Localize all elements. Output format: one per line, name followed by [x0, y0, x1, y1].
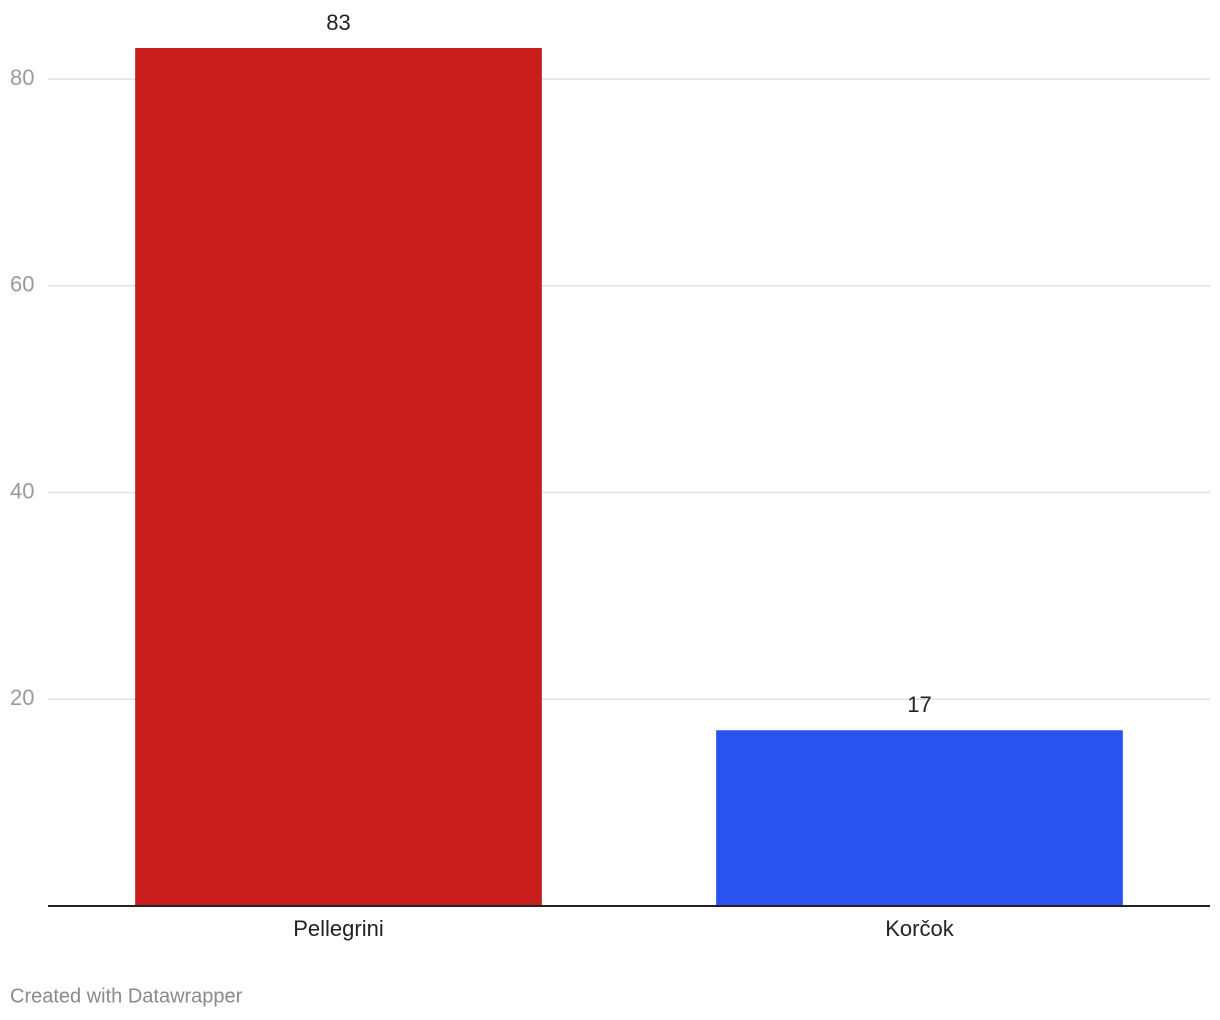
y-tick-label: 40 [10, 478, 34, 503]
bar [135, 48, 542, 906]
credit: Created with Datawrapper [10, 985, 243, 1007]
bar [716, 730, 1123, 906]
y-tick-label: 20 [10, 685, 34, 710]
x-tick-label: Pellegrini [293, 916, 384, 941]
y-tick-label: 60 [10, 272, 34, 297]
x-tick-label: Korčok [885, 916, 954, 941]
value-label: 17 [907, 692, 931, 717]
value-label: 83 [326, 10, 350, 35]
y-tick-label: 80 [10, 65, 34, 90]
